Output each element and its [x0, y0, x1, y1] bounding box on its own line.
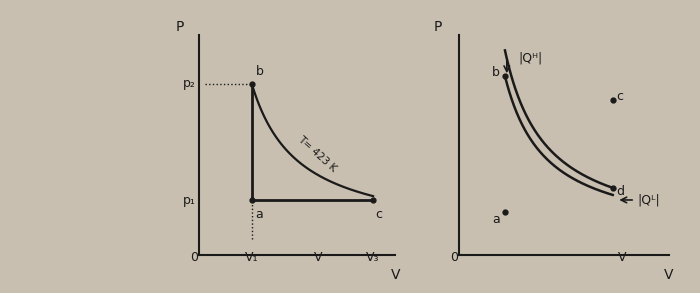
Text: a: a: [256, 208, 263, 221]
Text: b: b: [256, 65, 263, 78]
Text: 0: 0: [190, 251, 199, 264]
Text: |Qᴸ|: |Qᴸ|: [637, 193, 659, 207]
Text: p₂: p₂: [183, 77, 196, 90]
Text: V₃: V₃: [366, 251, 380, 264]
Text: P: P: [176, 20, 184, 34]
Text: c: c: [375, 208, 382, 221]
Text: a: a: [492, 213, 500, 226]
Text: p₁: p₁: [183, 194, 196, 207]
Text: V: V: [618, 251, 626, 264]
Text: V: V: [391, 268, 400, 282]
Text: b: b: [492, 66, 500, 79]
Text: d: d: [617, 185, 624, 198]
Text: c: c: [617, 90, 624, 103]
Text: P: P: [433, 20, 442, 34]
Text: V: V: [314, 251, 322, 264]
Text: V₁: V₁: [245, 251, 258, 264]
Text: T= 423 K: T= 423 K: [296, 134, 338, 174]
Text: |Qᴴ|: |Qᴴ|: [518, 51, 542, 64]
Text: 0: 0: [451, 251, 458, 264]
Text: V: V: [664, 268, 673, 282]
